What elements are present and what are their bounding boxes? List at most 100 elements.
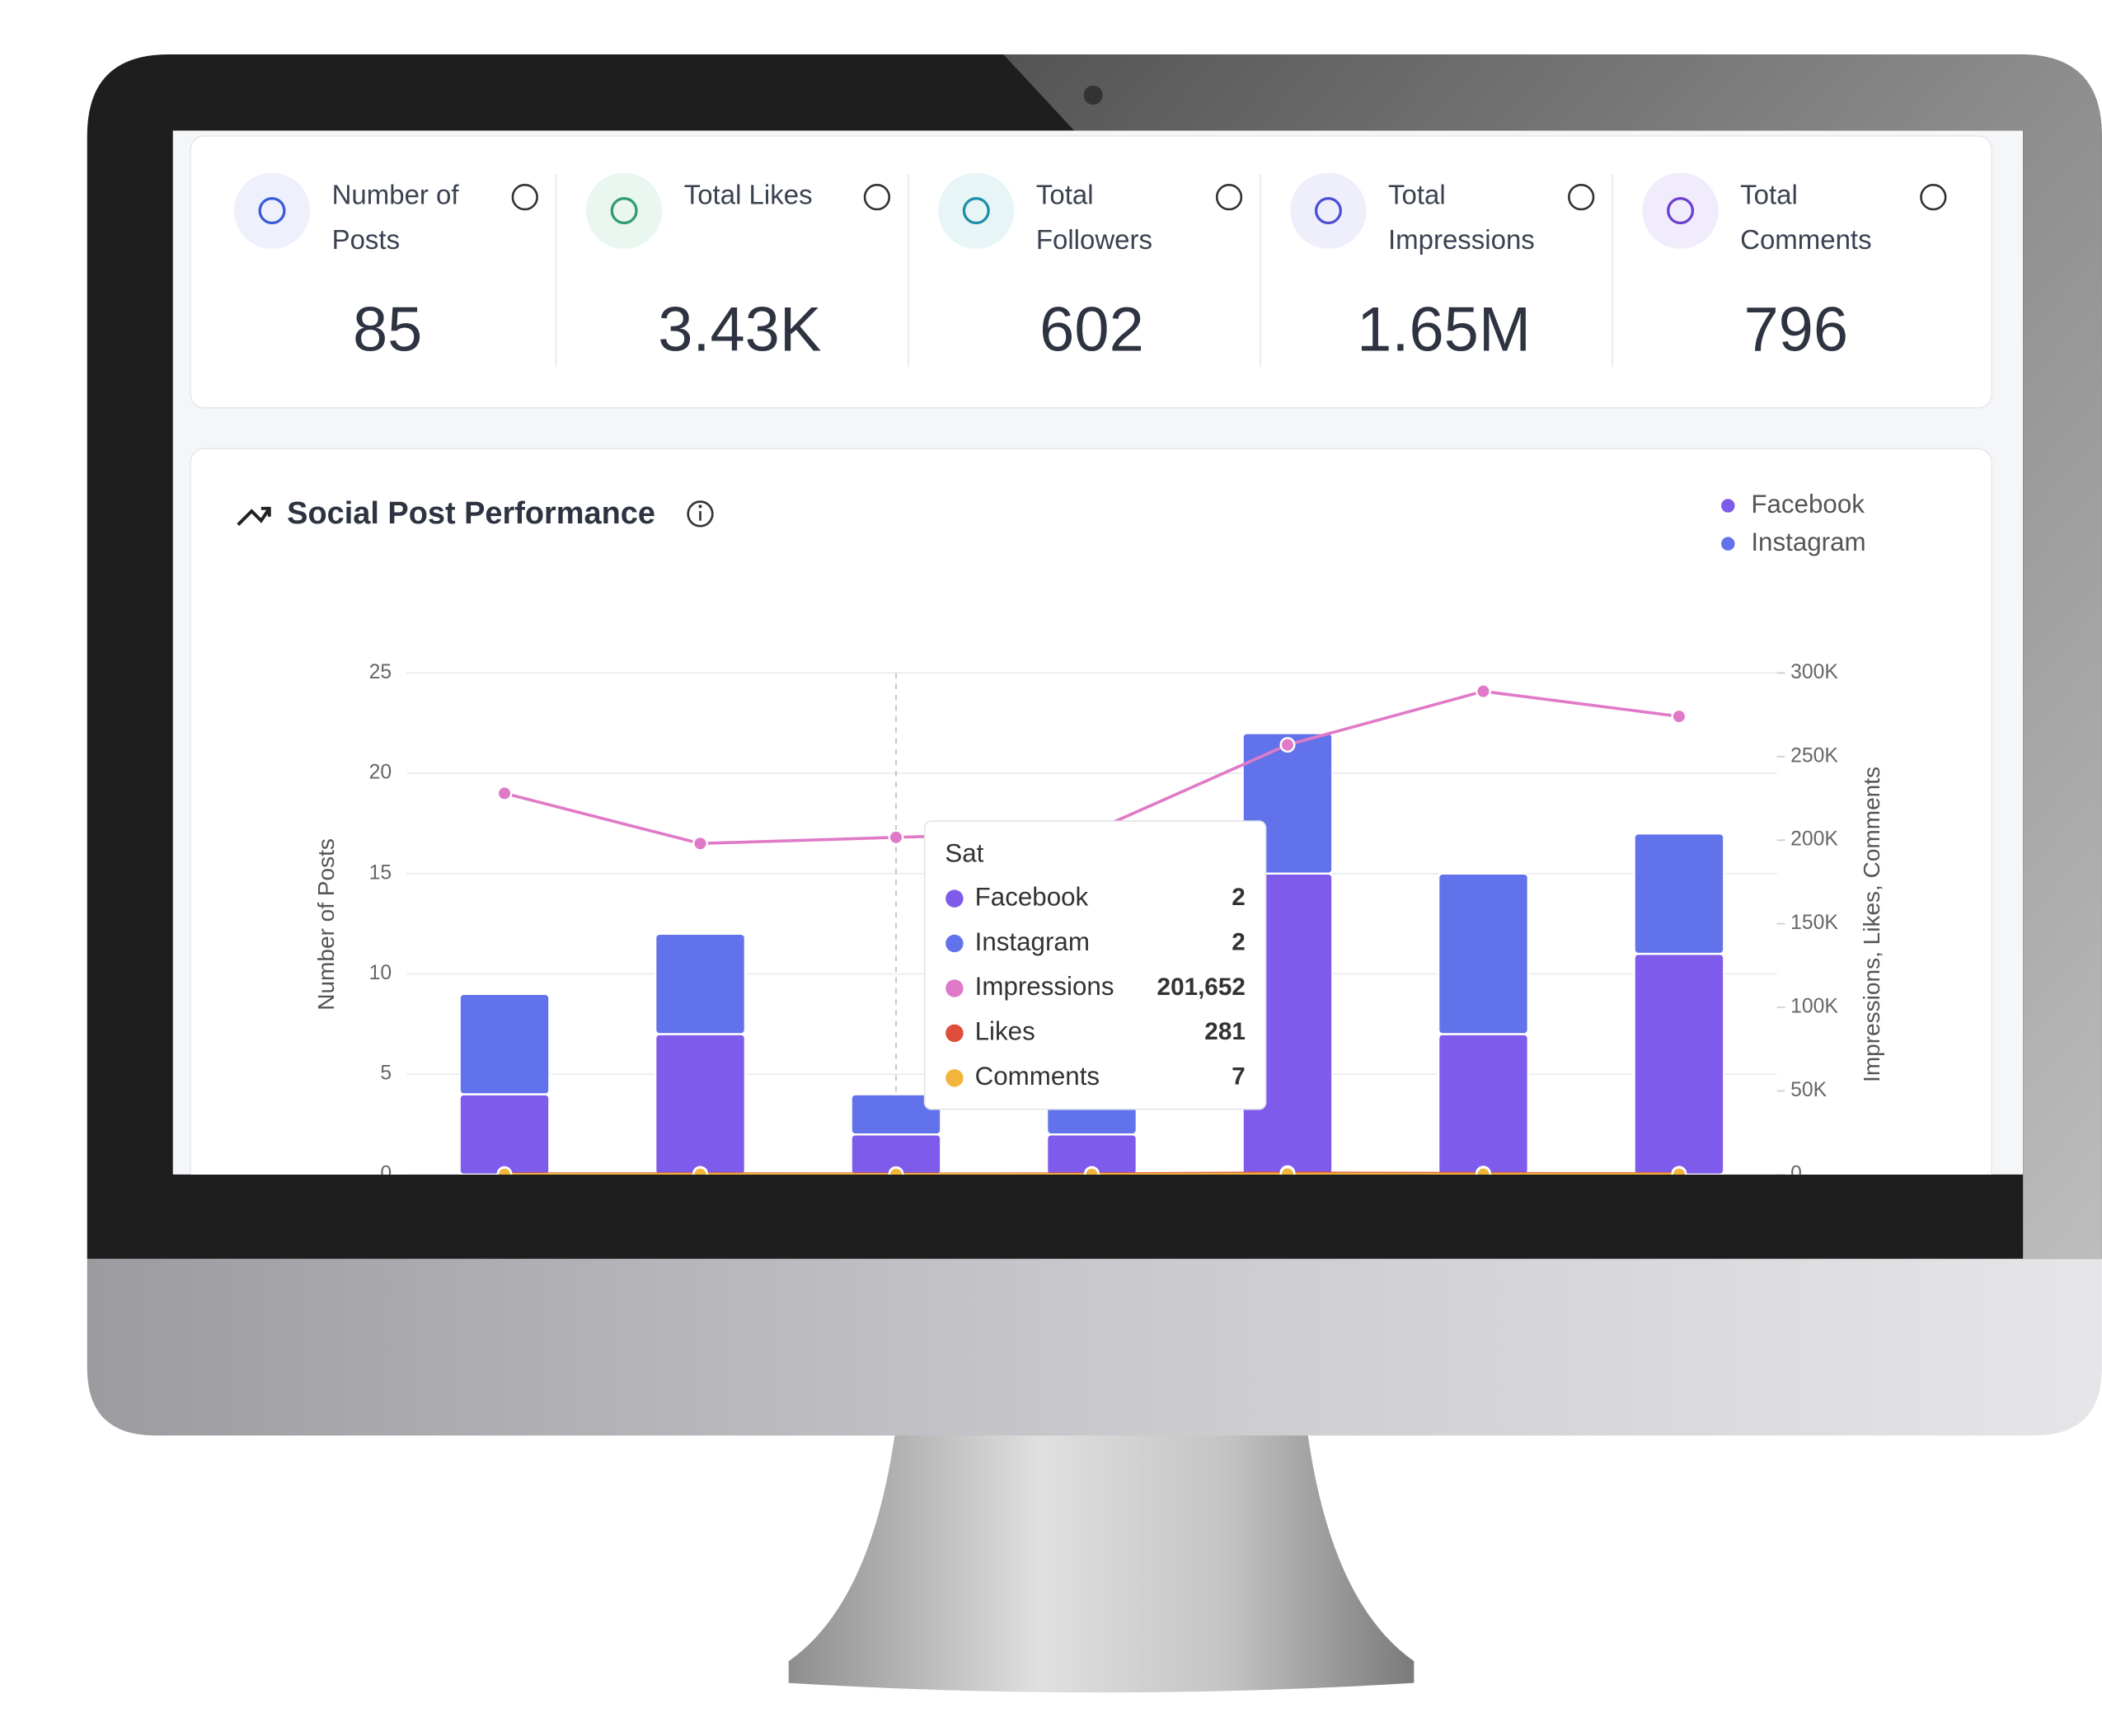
legend-label: Instagram [1751, 528, 1865, 556]
y2-tick-label: 200K [1790, 828, 1838, 851]
trend-icon [237, 506, 271, 526]
y2-axis-label: Impressions, Likes, Comments [1859, 767, 1884, 1082]
info-icon[interactable] [687, 500, 714, 528]
info-icon[interactable] [1920, 183, 1947, 211]
kpi-value: 1.65M [1357, 295, 1531, 365]
y2-tick-label: 50K [1790, 1079, 1827, 1101]
line-point [1279, 737, 1296, 753]
info-icon[interactable] [511, 183, 538, 211]
line-point [496, 785, 513, 801]
kpi-value: 602 [1039, 295, 1144, 365]
bar-segment [1437, 1033, 1530, 1175]
line-point [496, 1166, 513, 1175]
kpi-icon-glyph [1667, 197, 1695, 225]
info-icon[interactable] [1215, 183, 1243, 211]
line-point [888, 829, 904, 846]
plot: 0 5 10 15 20 25 0 50K 100K 150K 200K 250K 300K Number… [313, 490, 1884, 1185]
tooltip-label: Likes [975, 1017, 1035, 1046]
y-tick-label: 20 [369, 762, 392, 784]
line-point [1083, 1166, 1100, 1175]
tooltip-value: 2 [1232, 884, 1246, 911]
kpi-label: Number of Posts [331, 181, 459, 256]
line-point [1475, 683, 1491, 700]
y-axis-label: Number of Posts [313, 838, 339, 1011]
tooltip-title: Sat [945, 839, 983, 868]
y-tick-label: 25 [369, 661, 392, 683]
tooltip-value: 2 [1232, 928, 1246, 955]
kpi-label: Total Impressions [1387, 181, 1535, 256]
line-point [1671, 708, 1687, 725]
legend-label: Facebook [1751, 490, 1865, 518]
kpi-icon [233, 172, 311, 249]
tooltip-marker [945, 1024, 964, 1043]
y2-tick-label: 150K [1790, 912, 1838, 934]
screen: Number of Posts 85 Total Likes 3.43K Total F… [172, 130, 2024, 1185]
kpi-label-box: Total Likes [683, 181, 813, 211]
kpi-icon [938, 172, 1015, 249]
tooltip-marker [945, 934, 964, 953]
kpi-value: 85 [353, 295, 422, 365]
line-point [1279, 1166, 1296, 1175]
kpi-value: 3.43K [658, 295, 821, 365]
kpi-label-box: Total Impressions [1387, 181, 1535, 256]
y-tick-label: 0 [380, 1162, 392, 1185]
tooltip-value: 7 [1232, 1063, 1246, 1091]
kpi-row: Number of Posts 85 Total Likes 3.43K Total F… [233, 172, 1947, 368]
line-point [692, 1166, 708, 1175]
y-tick-label: 15 [369, 861, 392, 884]
chart-card [190, 448, 1993, 1175]
bar-segment [654, 932, 747, 1035]
tooltip [923, 820, 1267, 1110]
camera [1083, 85, 1103, 105]
info-icon[interactable] [863, 183, 891, 211]
line-point [1671, 1166, 1687, 1175]
line-point [1475, 1166, 1491, 1175]
chart-title: Social Post Performance [287, 496, 655, 531]
tooltip-value: 281 [1204, 1018, 1246, 1045]
y2-tick-label: 0 [1790, 1162, 1802, 1185]
tooltip-label: Impressions [975, 972, 1114, 1001]
chin [87, 1259, 2102, 1436]
kpi-icon-glyph [258, 197, 286, 225]
tooltip-marker [945, 889, 964, 908]
line-point [888, 1166, 904, 1175]
kpi-icon-glyph [1314, 197, 1342, 225]
tooltip-marker [945, 979, 964, 997]
kpi-icon [1290, 172, 1367, 249]
y2-tick-label: 100K [1790, 996, 1838, 1018]
bar-segment [1437, 872, 1530, 1035]
kpi-label-box: Total Followers [1035, 181, 1152, 256]
stand [788, 1435, 1415, 1693]
y-tick-label: 10 [369, 962, 392, 984]
y2-tick-label: 300K [1790, 661, 1838, 683]
info-icon[interactable] [1568, 183, 1595, 211]
kpi-icon [585, 172, 663, 249]
tooltip-label: Comments [975, 1062, 1100, 1091]
legend-marker [1721, 537, 1735, 551]
line-point [692, 835, 708, 852]
kpi-icon [1642, 172, 1719, 249]
tooltip-label: Instagram [975, 927, 1090, 956]
kpi-icon-glyph [610, 197, 638, 225]
y2-tick-label: 250K [1790, 744, 1838, 767]
kpi-label: Total Followers [1035, 181, 1152, 256]
bar-segment [458, 1093, 551, 1175]
kpi-icon-glyph [962, 197, 990, 225]
kpi-label-box: Total Comments [1740, 181, 1872, 256]
bar-segment [850, 1093, 942, 1136]
kpi-value: 796 [1743, 295, 1848, 365]
bar-segment [1633, 832, 1725, 955]
kpi-label: Total Likes [683, 181, 813, 211]
tooltip-value: 201,652 [1157, 974, 1246, 1001]
kpi-label: Total Comments [1740, 181, 1872, 256]
kpi-label-box: Number of Posts [331, 181, 459, 256]
tooltip-marker [945, 1069, 964, 1087]
bar-segment [1633, 952, 1725, 1175]
tooltip-label: Facebook [975, 882, 1089, 911]
bar-segment [654, 1033, 747, 1175]
y-tick-label: 5 [380, 1063, 392, 1085]
bar-segment [458, 992, 551, 1096]
legend-marker [1721, 499, 1735, 513]
